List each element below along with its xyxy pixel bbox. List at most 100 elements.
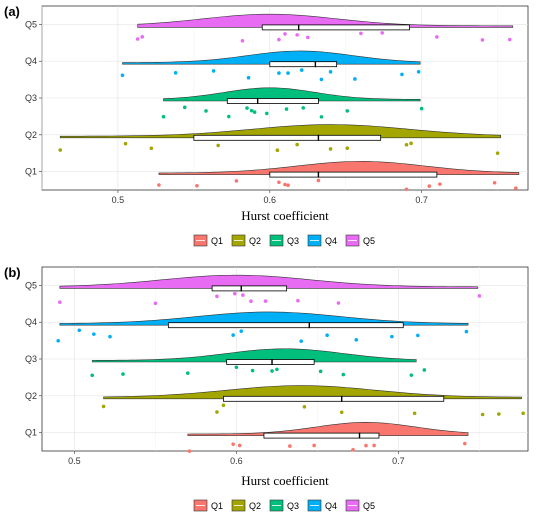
data-point [296, 298, 300, 303]
box-q1 [263, 432, 380, 439]
data-point [90, 373, 95, 378]
data-point [427, 184, 432, 188]
violin-q5 [137, 13, 514, 28]
data-point [215, 294, 219, 299]
data-point [325, 333, 329, 338]
data-point [232, 291, 237, 296]
legend-label-q5: Q5 [363, 501, 375, 511]
data-point [359, 31, 363, 36]
data-point [237, 443, 242, 448]
box-q3 [226, 98, 319, 104]
panel-label: (a) [4, 4, 20, 19]
data-point [318, 369, 323, 374]
data-point [135, 37, 140, 41]
data-point [419, 106, 424, 111]
x-axis-title: Hurst coefficient [241, 473, 329, 488]
data-point [186, 371, 190, 375]
y-tick-label: Q2 [25, 391, 37, 401]
data-point [345, 146, 350, 150]
data-point [416, 333, 420, 338]
data-point [250, 368, 255, 373]
data-point [239, 329, 244, 333]
x-tick-label: 0.7 [415, 195, 428, 205]
y-tick-label: Q2 [25, 130, 37, 140]
x-tick-label: 0.6 [264, 195, 277, 205]
data-point [286, 183, 290, 187]
y-tick-label: Q1 [25, 167, 37, 177]
violin-q5 [59, 274, 479, 289]
data-point [463, 441, 467, 446]
data-point [284, 107, 289, 111]
data-point [240, 38, 245, 43]
data-point [173, 71, 178, 75]
data-point [249, 299, 253, 304]
data-point [161, 114, 166, 119]
data-point [216, 143, 220, 148]
data-point [149, 146, 154, 151]
data-point [301, 106, 306, 110]
data-point [264, 111, 269, 116]
data-point [328, 70, 333, 74]
data-point [123, 141, 128, 146]
data-point [277, 71, 281, 75]
data-point [299, 68, 304, 72]
violin-q4 [59, 311, 469, 326]
y-tick-label: Q4 [25, 317, 37, 327]
data-point [211, 69, 216, 73]
data-point [120, 73, 125, 78]
data-point [497, 412, 501, 416]
data-point [187, 449, 192, 453]
box-q3 [226, 359, 315, 365]
legend-label-q2: Q2 [249, 501, 261, 511]
violin-q2 [103, 385, 522, 400]
data-point [435, 35, 439, 39]
data-point [140, 35, 145, 39]
data-point [58, 148, 63, 152]
data-point [305, 35, 310, 40]
violin-q3 [163, 87, 421, 102]
data-point [195, 183, 199, 188]
data-point [316, 178, 321, 183]
data-point [92, 332, 96, 336]
data-point [404, 142, 409, 147]
y-tick-label: Q3 [25, 354, 37, 364]
data-point [295, 33, 299, 37]
data-point [380, 31, 385, 35]
data-point [480, 412, 485, 417]
legend-label-q3: Q3 [287, 236, 299, 246]
data-point [204, 109, 208, 113]
box-q2 [193, 134, 382, 141]
data-point [231, 442, 235, 446]
data-point [477, 294, 482, 298]
data-point [245, 106, 249, 110]
data-point [270, 369, 274, 373]
data-point [101, 404, 106, 409]
data-point [507, 37, 512, 42]
data-point [275, 148, 280, 153]
data-point [351, 448, 355, 452]
box-q5 [211, 285, 288, 292]
data-point [480, 38, 485, 42]
y-tick-label: Q5 [25, 19, 37, 29]
data-point [182, 105, 187, 110]
data-point [277, 37, 281, 42]
data-point [372, 443, 376, 448]
legend-label-q2: Q2 [249, 236, 261, 246]
data-point [319, 115, 324, 119]
violin-q4 [122, 50, 421, 65]
y-tick-label: Q4 [25, 56, 37, 66]
x-tick-label: 0.7 [392, 456, 405, 466]
data-point [353, 77, 357, 81]
data-point [339, 410, 344, 415]
data-point [514, 186, 518, 191]
legend-label-q1: Q1 [211, 236, 223, 246]
data-point [275, 367, 279, 372]
data-point [438, 182, 442, 186]
panel-b: (b) 0.5 0.6 0.7 Q1 Q2 Q3 Q4 Q5 Hurst coefficient Q… [4, 265, 529, 512]
data-point [492, 180, 497, 185]
legend: Q1 Q2 Q3 Q4 Q5 [193, 499, 375, 512]
legend-label-q3: Q3 [287, 501, 299, 511]
data-point [263, 299, 268, 303]
legend-label-q4: Q4 [325, 236, 337, 246]
